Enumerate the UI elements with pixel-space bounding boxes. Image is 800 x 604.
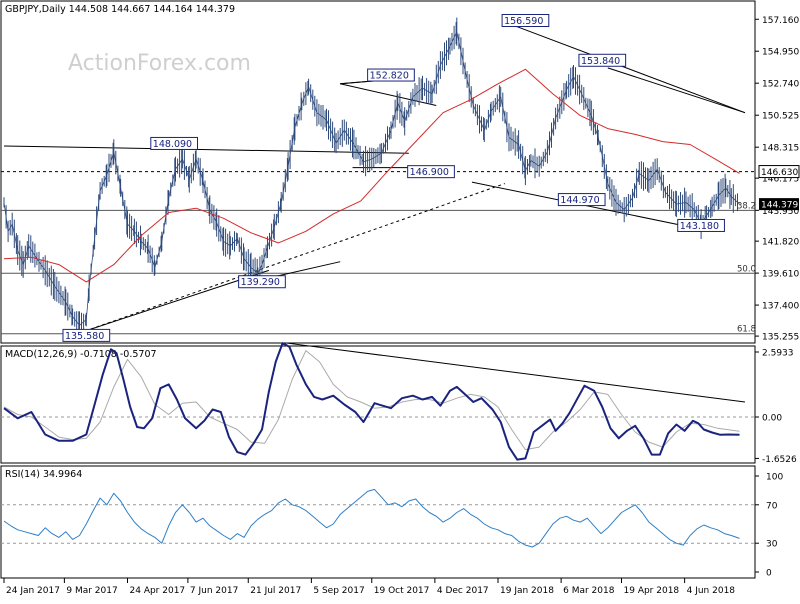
rsi-tick-label: 70 xyxy=(766,501,778,511)
current-price-text: 144.379 xyxy=(761,201,798,211)
date-tick-label: 24 Apr 2017 xyxy=(130,586,186,596)
date-tick-label: 9 Mar 2017 xyxy=(66,586,117,596)
price-label-box xyxy=(557,193,606,207)
date-tick-label: 19 Jan 2018 xyxy=(500,586,554,596)
price-label-box xyxy=(677,218,725,232)
price-label-text: 148.090 xyxy=(153,139,192,150)
price-label-text: 153.840 xyxy=(581,56,620,67)
date-tick-label: 19 Apr 2018 xyxy=(624,586,680,596)
price-label-text: 139.290 xyxy=(241,277,280,288)
macd-panel-title: MACD(12,26,9) -0.7108 -0.5707 xyxy=(5,349,157,360)
rsi-panel-title: RSI(14) 34.9964 xyxy=(5,469,82,480)
rsi-tick-label: 100 xyxy=(766,473,783,483)
moving-average-line xyxy=(3,68,740,283)
macd-tick-label: -1.6526 xyxy=(762,455,797,465)
date-tick-label: 5 Sep 2017 xyxy=(313,586,364,596)
price-tick-label: 152.740 xyxy=(762,80,799,90)
trendline xyxy=(503,21,746,114)
price-tick-label: 135.255 xyxy=(762,333,799,343)
level-price-text: 146.630 xyxy=(761,168,798,178)
rsi-panel-frame xyxy=(0,465,756,579)
date-tick-label: 21 Jul 2017 xyxy=(250,586,301,596)
fib-level-label: 38.2 xyxy=(737,201,756,211)
series-lines xyxy=(3,17,740,548)
date-tick-label: 4 Jun 2018 xyxy=(687,586,736,596)
macd-trendline xyxy=(286,342,746,403)
trendlines xyxy=(3,21,746,403)
price-label-box xyxy=(407,165,455,179)
price-tick-label: 154.950 xyxy=(762,48,799,58)
fib-level-label: 61.8 xyxy=(737,325,756,335)
date-tick-label: 4 Dec 2017 xyxy=(437,586,489,596)
level-price-box xyxy=(758,165,800,179)
price-tick-label: 137.400 xyxy=(762,302,799,312)
date-tick-label: 6 Mar 2018 xyxy=(563,586,615,596)
price-label-text: 146.900 xyxy=(410,167,449,178)
trendline xyxy=(3,145,409,154)
trendline xyxy=(84,183,506,332)
price-label-text: 135.580 xyxy=(65,331,104,342)
price-label-text: 143.180 xyxy=(680,221,719,232)
price-tick-label: 143.950 xyxy=(762,207,799,217)
rsi-line xyxy=(3,488,740,548)
watermark-text: ActionForex.com xyxy=(68,51,251,76)
macd-line xyxy=(3,342,740,461)
price-tick-label: 148.315 xyxy=(762,144,799,154)
price-tick-label: 150.525 xyxy=(762,112,799,122)
rsi-tick-label: 0 xyxy=(766,569,772,579)
current-price-box xyxy=(759,198,799,211)
rsi-tick-label: 30 xyxy=(766,540,778,550)
trendline xyxy=(340,83,437,106)
date-tick-label: 7 Jun 2017 xyxy=(190,586,238,596)
macd-tick-label: 2.5933 xyxy=(762,349,794,359)
price-label-box xyxy=(238,275,286,289)
fib-level-label: 50.0 xyxy=(737,264,756,274)
macd-signal-line xyxy=(3,350,740,451)
price-tick-label: 139.610 xyxy=(762,270,799,280)
price-label-box xyxy=(578,53,627,67)
price-label-text: 144.970 xyxy=(560,195,599,206)
date-tick-label: 19 Oct 2017 xyxy=(374,586,430,596)
axis-labels: 157.160 154.950 152.740 150.525 148.315 146.1… xyxy=(3,16,800,596)
price-label-box xyxy=(150,136,199,150)
price-tick-label: 141.820 xyxy=(762,238,799,248)
trendline xyxy=(607,67,746,114)
price-label-box xyxy=(62,328,111,342)
price-label-text: 152.820 xyxy=(370,71,409,82)
date-tick-label: 24 Jan 2017 xyxy=(6,586,60,596)
macd-panel-frame xyxy=(0,345,756,464)
price-tick-label: 157.160 xyxy=(762,16,799,26)
price-labels: 38.2 50.0 61.8 135.580 139.290 148.090 152.820… xyxy=(62,14,756,342)
price-label-box xyxy=(367,68,415,82)
price-tick-label: 146.175 xyxy=(762,175,799,185)
price-label-box xyxy=(501,14,550,28)
price-close-line xyxy=(3,31,740,326)
macd-tick-label: 0.00 xyxy=(762,414,782,424)
trendline xyxy=(270,261,341,279)
price-label-text: 156.590 xyxy=(504,16,543,27)
price-panel-title: GBPJPY,Daily 144.508 144.667 144.164 144… xyxy=(5,4,235,15)
